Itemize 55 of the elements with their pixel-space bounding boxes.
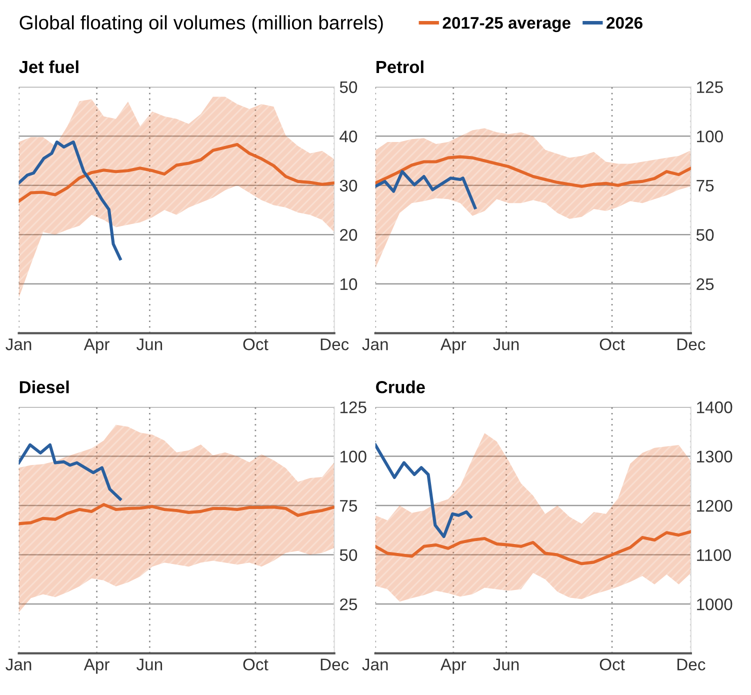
line-series (375, 170, 477, 210)
line-series (18, 503, 334, 526)
y-tick-label: 50 (696, 229, 714, 241)
y-tick-label: 25 (696, 278, 714, 290)
y-tick-label: 75 (340, 500, 358, 512)
y-tick-label: 125 (697, 81, 723, 94)
x-tick-label: Oct (243, 658, 268, 670)
y-tick-label: 50 (340, 549, 358, 561)
chart-title: Petrol (376, 60, 424, 74)
chart-title: Diesel (20, 380, 69, 394)
x-tick-label: Jun (493, 338, 519, 350)
line-series (18, 142, 334, 203)
y-tick-label: 50 (340, 81, 358, 94)
x-tick-label: Dec (320, 338, 349, 350)
chart-title: Jet fuel (19, 60, 78, 74)
y-tick-label: 10 (340, 278, 358, 290)
y-tick-label: 125 (340, 401, 366, 414)
y-tick-label: 100 (340, 450, 366, 462)
y-tick-label: 25 (340, 598, 358, 610)
x-tick-label: Jun (136, 338, 162, 350)
x-tick-label: Apr (84, 658, 110, 674)
chart-title: Crude (376, 380, 425, 394)
x-tick-label: Dec (677, 338, 706, 350)
text: Global floating oil volumes (million barrels) (20, 15, 383, 34)
line-series (18, 443, 122, 501)
x-tick-label: Oct (600, 658, 625, 670)
x-tick-label: Dec (320, 658, 349, 670)
y-tick-label: 30 (340, 180, 358, 192)
y-tick-label: 1300 (697, 450, 732, 462)
x-tick-label: Jan (6, 658, 32, 670)
y-tick-label: 40 (340, 130, 358, 142)
legend-label: 2026 (606, 16, 642, 29)
y-tick-label: 100 (697, 130, 723, 142)
x-tick-label: Jan (362, 658, 388, 670)
y-tick-label: 1200 (697, 500, 732, 512)
line-series (18, 140, 122, 260)
x-tick-label: Jun (136, 658, 162, 670)
y-tick-label: 1100 (697, 549, 731, 561)
line-series (375, 443, 472, 538)
x-tick-label: Jan (362, 338, 388, 350)
x-tick-label: Jun (493, 658, 519, 670)
x-tick-label: Dec (677, 658, 706, 670)
y-tick-label: 75 (696, 180, 714, 192)
x-tick-label: Apr (84, 338, 110, 354)
x-tick-label: Oct (600, 338, 625, 350)
x-tick-label: Oct (243, 338, 268, 350)
x-tick-label: Apr (440, 338, 466, 354)
x-tick-label: Jan (6, 338, 32, 350)
line-series (375, 530, 691, 566)
y-tick-label: 1000 (697, 598, 732, 610)
y-tick-label: 20 (340, 229, 358, 241)
x-tick-label: Apr (440, 658, 466, 674)
legend-label: 2017-25 average (442, 16, 570, 32)
y-tick-label: 1400 (697, 401, 732, 414)
line-series (375, 155, 691, 188)
